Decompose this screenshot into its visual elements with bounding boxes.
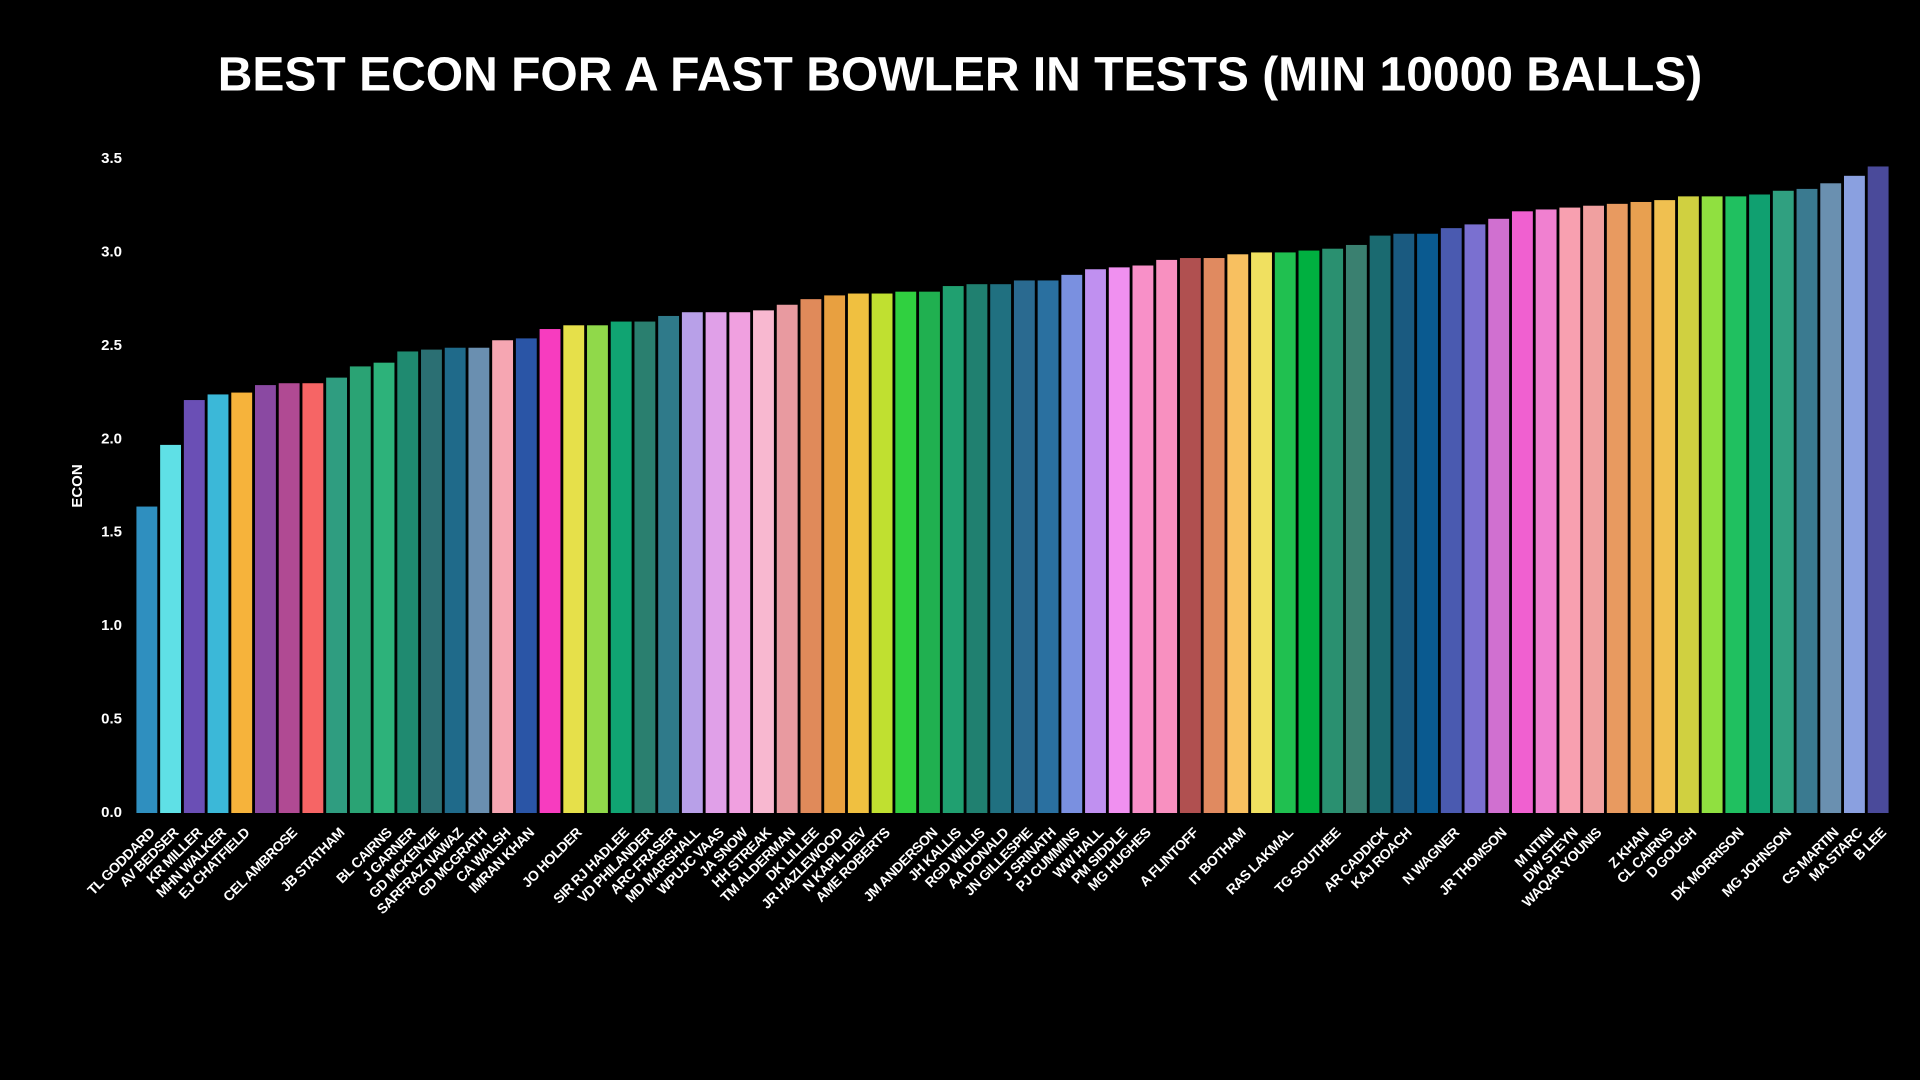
y-axis-label: ECON: [69, 464, 86, 507]
y-tick-label: 2.0: [101, 430, 122, 447]
bar: [1085, 269, 1106, 813]
bar: [776, 304, 798, 813]
y-tick-label: 1.0: [101, 617, 122, 634]
bar: [1701, 196, 1723, 813]
bar: [1654, 200, 1676, 813]
bar: [1037, 280, 1059, 813]
bar: [349, 366, 371, 813]
bar: [397, 351, 419, 813]
bar: [990, 284, 1012, 813]
bar: [1345, 244, 1367, 813]
bar: [539, 329, 561, 813]
bar: [1559, 207, 1581, 813]
bar: [1488, 218, 1510, 813]
bar: [1298, 250, 1320, 813]
y-tick-label: 3.0: [101, 243, 122, 260]
bar: [1820, 183, 1842, 813]
bar: [1464, 224, 1486, 813]
bar: [871, 293, 893, 814]
bar: [681, 312, 703, 813]
bar: [1606, 203, 1628, 814]
bar: [966, 284, 988, 813]
bar: [1749, 194, 1770, 813]
bar: [136, 506, 158, 813]
bar: [1156, 259, 1178, 814]
bar: [1251, 252, 1272, 813]
bar: [231, 392, 253, 813]
bar: [610, 321, 632, 813]
y-tick-label: 1.5: [101, 524, 122, 541]
bar: [302, 383, 324, 813]
bar: [919, 291, 940, 813]
bar: [255, 385, 276, 813]
bar: [1796, 188, 1818, 813]
bar: [729, 312, 751, 813]
bar: [492, 340, 514, 813]
chart-title: BEST ECON FOR A FAST BOWLER IN TESTS (MI…: [218, 49, 1703, 102]
bar: [1725, 196, 1747, 813]
bar: [160, 444, 182, 813]
bar: [1772, 190, 1794, 813]
bar: [1227, 254, 1249, 814]
bar: [373, 362, 395, 813]
bar: [1417, 233, 1438, 813]
bar: [634, 321, 656, 813]
bar: [895, 291, 917, 813]
bar: [326, 377, 348, 813]
y-tick-label: 0.0: [101, 804, 122, 821]
bar: [1535, 209, 1557, 814]
bar: [753, 310, 774, 813]
bar: [705, 312, 727, 813]
bar: [1322, 248, 1344, 814]
bar: [563, 325, 585, 813]
bar: [1013, 280, 1035, 813]
bar: [278, 383, 300, 813]
bar: [1677, 196, 1699, 813]
bar: [1867, 166, 1889, 813]
bar: [207, 394, 229, 813]
bar: [587, 325, 608, 813]
bar: [1393, 233, 1415, 813]
y-tick-label: 3.5: [101, 150, 122, 167]
bar: [1630, 201, 1652, 813]
bar: [1203, 258, 1225, 813]
bar: [1132, 265, 1154, 814]
y-tick-label: 0.5: [101, 711, 122, 728]
bar: [824, 295, 846, 813]
bar: [1108, 267, 1130, 813]
bar: [1061, 274, 1083, 813]
bar: [515, 338, 537, 813]
bar: [444, 347, 466, 813]
bar: [1179, 258, 1201, 813]
bar: [468, 347, 490, 813]
y-tick-label: 2.5: [101, 337, 122, 354]
bar: [1511, 211, 1533, 813]
bar: [847, 293, 869, 814]
bar: [1440, 228, 1462, 813]
bar: [1369, 235, 1391, 813]
bar: [800, 299, 822, 814]
bar: [421, 349, 442, 813]
bar: [658, 315, 680, 813]
bar: [1583, 205, 1604, 813]
bar: [1843, 175, 1865, 813]
bar: [1274, 252, 1296, 813]
bar: [942, 286, 964, 813]
bar: [183, 400, 205, 813]
